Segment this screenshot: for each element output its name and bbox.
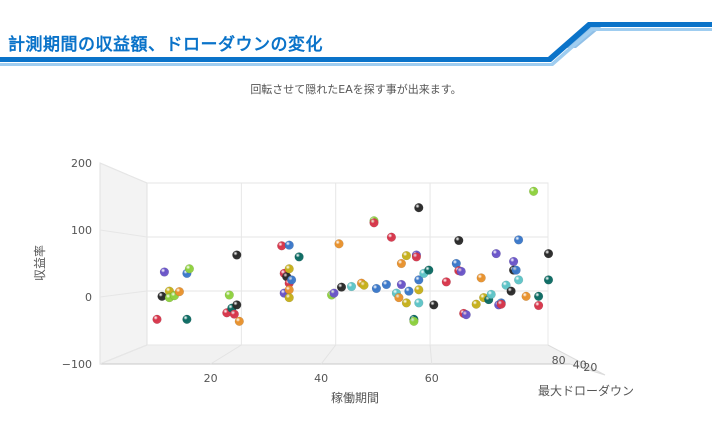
scatter-point[interactable] (533, 291, 544, 301)
x-gridline-floor (429, 344, 433, 365)
scatter-point[interactable] (496, 299, 506, 309)
scatter-point[interactable] (396, 258, 407, 269)
scatter-point[interactable] (232, 300, 242, 310)
scatter-point[interactable] (513, 235, 524, 245)
scatter-point[interactable] (501, 280, 511, 290)
scatter-point[interactable] (224, 290, 234, 300)
scatter-point[interactable] (184, 264, 195, 274)
y-gridline-side (99, 344, 148, 365)
scatter-point[interactable] (411, 252, 422, 262)
y-tick-label: 200 (71, 157, 92, 170)
y-tick-label: 100 (71, 224, 92, 237)
scatter-point[interactable] (456, 266, 466, 277)
scatter-point[interactable] (429, 300, 439, 310)
scatter-point[interactable] (414, 298, 424, 308)
scatter-point[interactable] (394, 292, 404, 303)
scatter-point[interactable] (284, 285, 294, 295)
y-tick-label: −100 (62, 358, 92, 371)
y-gridline-side (99, 162, 148, 184)
scatter-point[interactable] (543, 275, 554, 285)
left-wall (99, 162, 148, 365)
scatter-point[interactable] (286, 275, 297, 285)
scatter-point[interactable] (528, 186, 539, 196)
scatter-point[interactable] (152, 314, 162, 324)
scatter-point[interactable] (404, 286, 414, 296)
z-tick-label: 40 (573, 359, 587, 372)
x-tick-label: 40 (314, 372, 328, 385)
page-header: 計測期間の収益額、ドローダウンの変化 (0, 0, 712, 70)
scatter-point[interactable] (533, 300, 544, 311)
floor (99, 344, 606, 376)
scatter-point[interactable] (381, 279, 392, 290)
y-tick-label: 0 (85, 291, 92, 304)
scatter-point[interactable] (491, 248, 501, 259)
scatter-point[interactable] (401, 298, 412, 308)
scatter-point[interactable] (182, 314, 192, 324)
chart-points[interactable] (152, 186, 554, 326)
scatter-point[interactable] (229, 309, 239, 319)
scatter-point[interactable] (336, 282, 347, 292)
scatter-point[interactable] (471, 299, 481, 309)
scatter-point[interactable] (174, 287, 185, 297)
z-tick-label: 20 (583, 361, 597, 374)
scatter-point[interactable] (369, 218, 379, 228)
scatter-point[interactable] (511, 265, 521, 275)
scatter-point[interactable] (234, 316, 244, 326)
scatter-point[interactable] (461, 310, 471, 320)
scatter-point[interactable] (414, 203, 424, 213)
scatter-point[interactable] (424, 265, 434, 275)
x-tick-label: 20 (204, 372, 218, 385)
scatter-point[interactable] (401, 250, 412, 261)
x-tick-label: 60 (425, 372, 439, 385)
scatter-point[interactable] (334, 239, 344, 249)
scatter-point[interactable] (386, 232, 397, 242)
scatter-point[interactable] (232, 250, 242, 260)
page-title: 計測期間の収益額、ドローダウンの変化 (8, 35, 323, 55)
scatter-point[interactable] (409, 316, 419, 326)
x-gridline-floor (320, 344, 337, 365)
scatter-point[interactable] (294, 252, 304, 262)
scatter-point[interactable] (159, 267, 170, 277)
chart-subtitle: 回転させて隠れたEAを探す事が出来ます。 (250, 83, 462, 96)
scatter-point[interactable] (506, 286, 516, 296)
scatter-point[interactable] (396, 279, 407, 290)
y-axis-title: 収益率 (32, 245, 47, 281)
scatter-point[interactable] (329, 288, 339, 298)
z-axis-title: 最大ドローダウン (538, 383, 634, 398)
back-wall (146, 182, 549, 346)
scatter-point[interactable] (414, 285, 424, 295)
y-gridline-side (99, 229, 148, 238)
scatter-point[interactable] (476, 273, 486, 283)
scatter-point[interactable] (513, 275, 524, 285)
scatter-point[interactable] (543, 248, 554, 259)
scatter-point[interactable] (454, 235, 464, 246)
scatter-point[interactable] (441, 277, 451, 287)
x-gridline-floor (210, 344, 242, 365)
header-decoration (0, 22, 712, 66)
scatter-point[interactable] (486, 289, 496, 300)
scatter-point[interactable] (371, 283, 382, 294)
scatter-point[interactable] (284, 264, 294, 274)
chart-frame (99, 162, 606, 376)
x-axis-title: 稼働期間 (331, 390, 379, 405)
scatter-point[interactable] (284, 240, 294, 250)
z-tick-label: 80 (552, 354, 566, 367)
scatter-point[interactable] (414, 275, 424, 285)
chart-grid (99, 162, 548, 365)
scatter-point[interactable] (521, 291, 531, 301)
scatter-point[interactable] (284, 292, 294, 303)
scatter-point[interactable] (508, 256, 519, 267)
y-gridline-side (99, 290, 148, 298)
scatter-point[interactable] (346, 281, 357, 292)
scatter-point[interactable] (359, 280, 369, 290)
